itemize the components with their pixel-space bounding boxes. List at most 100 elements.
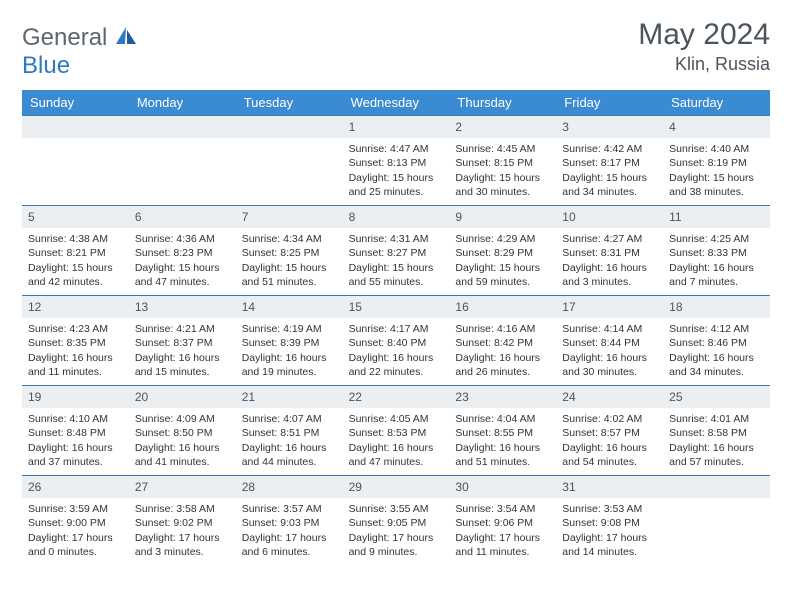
day-details: Sunrise: 4:19 AMSunset: 8:39 PMDaylight:… — [236, 318, 343, 385]
location-label: Klin, Russia — [638, 54, 770, 75]
day-number: 20 — [129, 386, 236, 408]
daylight-line: Daylight: 17 hours and 0 minutes. — [28, 531, 123, 559]
day-number: 25 — [663, 386, 770, 408]
day-details: Sunrise: 4:21 AMSunset: 8:37 PMDaylight:… — [129, 318, 236, 385]
dow-cell: Thursday — [449, 90, 556, 115]
sunrise-line: Sunrise: 4:09 AM — [135, 412, 230, 426]
daylight-line: Daylight: 16 hours and 54 minutes. — [562, 441, 657, 469]
day-number: 8 — [343, 206, 450, 228]
daylight-line: Daylight: 17 hours and 6 minutes. — [242, 531, 337, 559]
calendar-day — [22, 115, 129, 205]
day-number: 2 — [449, 116, 556, 138]
sunset-line: Sunset: 8:21 PM — [28, 246, 123, 260]
sunset-line: Sunset: 8:48 PM — [28, 426, 123, 440]
sunset-line: Sunset: 8:58 PM — [669, 426, 764, 440]
day-details: Sunrise: 3:58 AMSunset: 9:02 PMDaylight:… — [129, 498, 236, 565]
day-details: Sunrise: 4:29 AMSunset: 8:29 PMDaylight:… — [449, 228, 556, 295]
day-details: Sunrise: 3:59 AMSunset: 9:00 PMDaylight:… — [22, 498, 129, 565]
daylight-line: Daylight: 16 hours and 37 minutes. — [28, 441, 123, 469]
day-details: Sunrise: 4:01 AMSunset: 8:58 PMDaylight:… — [663, 408, 770, 475]
day-number: 24 — [556, 386, 663, 408]
sunrise-line: Sunrise: 4:10 AM — [28, 412, 123, 426]
day-details: Sunrise: 4:04 AMSunset: 8:55 PMDaylight:… — [449, 408, 556, 475]
sunset-line: Sunset: 8:40 PM — [349, 336, 444, 350]
calendar-day: 31Sunrise: 3:53 AMSunset: 9:08 PMDayligh… — [556, 475, 663, 565]
sunset-line: Sunset: 8:51 PM — [242, 426, 337, 440]
calendar-day: 29Sunrise: 3:55 AMSunset: 9:05 PMDayligh… — [343, 475, 450, 565]
sunrise-line: Sunrise: 4:19 AM — [242, 322, 337, 336]
sunrise-line: Sunrise: 4:38 AM — [28, 232, 123, 246]
sunrise-line: Sunrise: 4:12 AM — [669, 322, 764, 336]
calendar-day: 14Sunrise: 4:19 AMSunset: 8:39 PMDayligh… — [236, 295, 343, 385]
sunset-line: Sunset: 8:46 PM — [669, 336, 764, 350]
calendar-day: 13Sunrise: 4:21 AMSunset: 8:37 PMDayligh… — [129, 295, 236, 385]
day-number: 22 — [343, 386, 450, 408]
daylight-line: Daylight: 16 hours and 30 minutes. — [562, 351, 657, 379]
calendar-day: 20Sunrise: 4:09 AMSunset: 8:50 PMDayligh… — [129, 385, 236, 475]
calendar-day: 9Sunrise: 4:29 AMSunset: 8:29 PMDaylight… — [449, 205, 556, 295]
day-number: 17 — [556, 296, 663, 318]
day-number: 11 — [663, 206, 770, 228]
daylight-line: Daylight: 15 hours and 51 minutes. — [242, 261, 337, 289]
sunset-line: Sunset: 8:50 PM — [135, 426, 230, 440]
sunset-line: Sunset: 8:42 PM — [455, 336, 550, 350]
sunrise-line: Sunrise: 4:17 AM — [349, 322, 444, 336]
sunset-line: Sunset: 9:05 PM — [349, 516, 444, 530]
day-number: 30 — [449, 476, 556, 498]
daylight-line: Daylight: 15 hours and 34 minutes. — [562, 171, 657, 199]
daylight-line: Daylight: 16 hours and 19 minutes. — [242, 351, 337, 379]
day-details: Sunrise: 4:14 AMSunset: 8:44 PMDaylight:… — [556, 318, 663, 385]
logo-text-2: Blue — [22, 52, 70, 79]
sunrise-line: Sunrise: 3:57 AM — [242, 502, 337, 516]
sunset-line: Sunset: 8:31 PM — [562, 246, 657, 260]
daylight-line: Daylight: 17 hours and 14 minutes. — [562, 531, 657, 559]
sunset-line: Sunset: 8:17 PM — [562, 156, 657, 170]
sunset-line: Sunset: 8:44 PM — [562, 336, 657, 350]
dow-cell: Monday — [129, 90, 236, 115]
daylight-line: Daylight: 15 hours and 59 minutes. — [455, 261, 550, 289]
day-details: Sunrise: 4:16 AMSunset: 8:42 PMDaylight:… — [449, 318, 556, 385]
day-number: 12 — [22, 296, 129, 318]
logo: General Blue — [22, 18, 138, 80]
sunrise-line: Sunrise: 4:25 AM — [669, 232, 764, 246]
calendar-grid: 1Sunrise: 4:47 AMSunset: 8:13 PMDaylight… — [22, 115, 770, 565]
calendar-day: 5Sunrise: 4:38 AMSunset: 8:21 PMDaylight… — [22, 205, 129, 295]
day-number: 23 — [449, 386, 556, 408]
sunset-line: Sunset: 9:08 PM — [562, 516, 657, 530]
sunrise-line: Sunrise: 4:40 AM — [669, 142, 764, 156]
logo-sail-icon — [116, 24, 138, 51]
daylight-line: Daylight: 15 hours and 30 minutes. — [455, 171, 550, 199]
day-details: Sunrise: 4:38 AMSunset: 8:21 PMDaylight:… — [22, 228, 129, 295]
day-details: Sunrise: 4:10 AMSunset: 8:48 PMDaylight:… — [22, 408, 129, 475]
day-number: 28 — [236, 476, 343, 498]
daylight-line: Daylight: 16 hours and 41 minutes. — [135, 441, 230, 469]
calendar-day — [236, 115, 343, 205]
calendar-day: 19Sunrise: 4:10 AMSunset: 8:48 PMDayligh… — [22, 385, 129, 475]
sunrise-line: Sunrise: 4:47 AM — [349, 142, 444, 156]
sunrise-line: Sunrise: 4:04 AM — [455, 412, 550, 426]
sunset-line: Sunset: 9:02 PM — [135, 516, 230, 530]
logo-text: General Blue — [22, 24, 138, 80]
sunrise-line: Sunrise: 4:05 AM — [349, 412, 444, 426]
sunrise-line: Sunrise: 3:54 AM — [455, 502, 550, 516]
calendar-day: 2Sunrise: 4:45 AMSunset: 8:15 PMDaylight… — [449, 115, 556, 205]
day-number: 9 — [449, 206, 556, 228]
sunset-line: Sunset: 8:53 PM — [349, 426, 444, 440]
calendar-day: 7Sunrise: 4:34 AMSunset: 8:25 PMDaylight… — [236, 205, 343, 295]
daylight-line: Daylight: 16 hours and 44 minutes. — [242, 441, 337, 469]
sunrise-line: Sunrise: 3:53 AM — [562, 502, 657, 516]
sunset-line: Sunset: 8:19 PM — [669, 156, 764, 170]
sunrise-line: Sunrise: 4:42 AM — [562, 142, 657, 156]
daylight-line: Daylight: 16 hours and 51 minutes. — [455, 441, 550, 469]
sunset-line: Sunset: 8:35 PM — [28, 336, 123, 350]
days-of-week-header: SundayMondayTuesdayWednesdayThursdayFrid… — [22, 90, 770, 115]
calendar-day: 18Sunrise: 4:12 AMSunset: 8:46 PMDayligh… — [663, 295, 770, 385]
calendar-day — [663, 475, 770, 565]
calendar-day: 26Sunrise: 3:59 AMSunset: 9:00 PMDayligh… — [22, 475, 129, 565]
calendar-day: 15Sunrise: 4:17 AMSunset: 8:40 PMDayligh… — [343, 295, 450, 385]
sunset-line: Sunset: 8:57 PM — [562, 426, 657, 440]
day-details: Sunrise: 4:09 AMSunset: 8:50 PMDaylight:… — [129, 408, 236, 475]
day-number: 14 — [236, 296, 343, 318]
day-details: Sunrise: 3:54 AMSunset: 9:06 PMDaylight:… — [449, 498, 556, 565]
day-details: Sunrise: 4:25 AMSunset: 8:33 PMDaylight:… — [663, 228, 770, 295]
